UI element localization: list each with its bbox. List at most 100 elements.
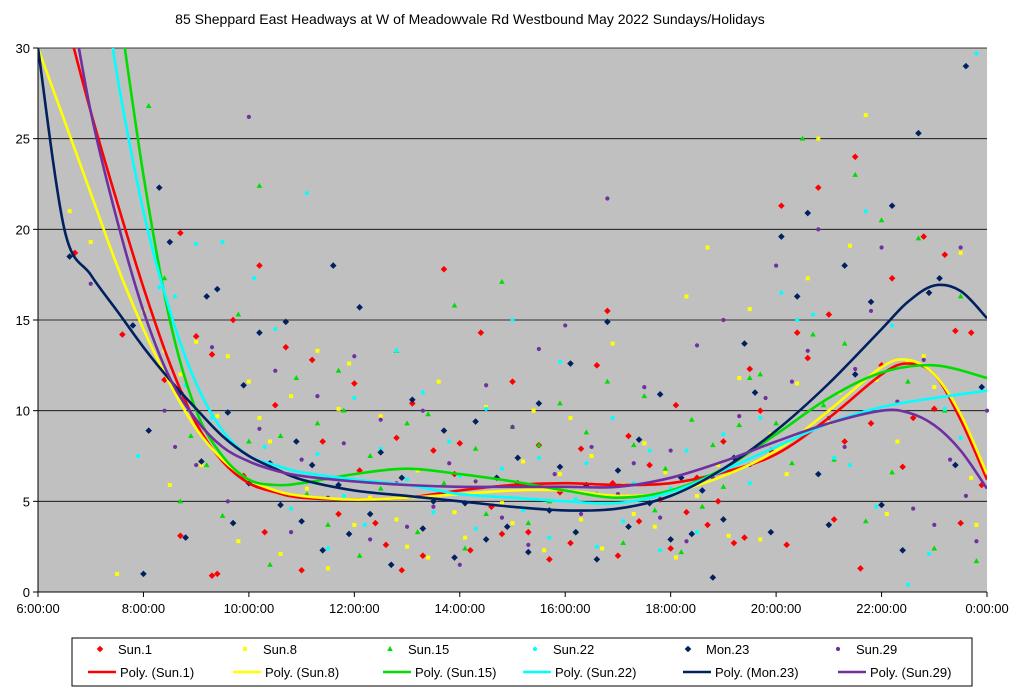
point-sun-1 [498, 530, 506, 538]
point-sun-8 [695, 493, 700, 498]
point-sun-1 [382, 541, 390, 549]
point-sun-15 [414, 529, 421, 535]
point-sun-1 [814, 184, 822, 191]
point-sun-29 [368, 537, 373, 542]
trendline-poly-sun-8 [38, 48, 987, 501]
point-sun-8 [115, 571, 120, 576]
point-sun-29 [805, 348, 810, 353]
point-sun-1 [177, 532, 184, 540]
point-sun-8 [568, 415, 573, 420]
x-tick-label: 14:00:00 [434, 601, 485, 616]
point-sun-1 [672, 401, 680, 409]
point-sun-29 [763, 395, 768, 401]
point-sun-15 [367, 453, 373, 458]
point-sun-22 [594, 544, 599, 549]
point-sun-1 [477, 329, 485, 336]
point-sun-15 [757, 371, 764, 377]
y-tick-label: 25 [16, 132, 30, 147]
point-sun-29 [842, 444, 847, 450]
point-sun-8 [969, 475, 974, 480]
point-sun-8 [225, 354, 230, 359]
point-mon-23 [419, 525, 427, 532]
point-sun-22 [874, 504, 879, 509]
point-sun-22 [647, 448, 652, 453]
point-sun-22 [136, 453, 141, 459]
point-sun-29 [536, 346, 541, 352]
point-sun-22 [658, 548, 663, 553]
point-sun-22 [194, 241, 199, 246]
point-mon-23 [720, 516, 727, 523]
point-mon-23 [182, 534, 189, 541]
point-sun-1 [851, 153, 859, 161]
point-sun-22 [974, 51, 979, 56]
point-sun-29 [921, 357, 926, 362]
point-sun-22 [484, 406, 489, 411]
point-sun-8 [747, 307, 752, 312]
legend-label-sun-29: Sun.29 [856, 642, 897, 657]
point-sun-29 [816, 227, 821, 232]
point-mon-23 [451, 554, 458, 561]
point-sun-29 [352, 354, 357, 359]
point-mon-23 [472, 418, 479, 425]
x-tick-label: 12:00:00 [329, 601, 380, 616]
point-sun-29 [510, 424, 515, 430]
point-sun-29 [642, 384, 647, 390]
point-sun-22 [252, 276, 257, 281]
point-sun-22 [958, 435, 963, 440]
point-sun-8 [847, 243, 852, 248]
point-mon-23 [514, 454, 522, 462]
point-sun-15 [246, 438, 252, 444]
point-sun-1 [213, 570, 221, 578]
point-sun-1 [71, 249, 79, 257]
point-sun-15 [736, 422, 743, 428]
point-sun-22 [447, 439, 452, 444]
point-sun-22 [431, 510, 436, 515]
point-sun-8 [542, 548, 547, 553]
point-sun-8 [795, 381, 800, 386]
point-sun-8 [557, 472, 562, 477]
y-tick-label: 15 [16, 313, 30, 328]
point-sun-15 [256, 182, 263, 188]
point-mon-23 [667, 536, 674, 543]
point-sun-8 [905, 359, 910, 364]
x-tick-label: 8:00:00 [122, 601, 165, 616]
x-tick-label: 16:00:00 [540, 601, 591, 616]
point-sun-29 [447, 461, 452, 466]
series-sun-15 [145, 103, 980, 567]
point-sun-8 [289, 394, 294, 399]
point-sun-29 [315, 394, 320, 399]
point-sun-22 [304, 190, 309, 196]
point-sun-1 [793, 329, 801, 336]
point-sun-8 [579, 517, 584, 522]
point-sun-29 [431, 504, 436, 509]
legend-label-poly-sun-1: Poly. (Sun.1) [120, 665, 194, 680]
point-sun-8 [368, 495, 373, 500]
point-sun-29 [341, 441, 346, 446]
point-sun-1 [509, 378, 516, 385]
point-sun-8 [304, 486, 309, 491]
point-sun-22 [362, 522, 367, 528]
point-sun-8 [452, 510, 457, 515]
point-sun-29 [299, 457, 304, 462]
point-sun-1 [646, 461, 653, 469]
trendline-poly-sun-29 [77, 48, 987, 490]
point-sun-1 [335, 510, 342, 518]
point-sun-15 [499, 278, 505, 284]
point-sun-1 [119, 331, 126, 338]
point-sun-22 [172, 294, 178, 299]
point-sun-1 [208, 351, 216, 358]
point-sun-1 [704, 521, 711, 529]
point-mon-23 [656, 391, 664, 398]
point-sun-29 [209, 345, 215, 350]
point-sun-22 [573, 497, 578, 502]
point-mon-23 [978, 383, 986, 391]
y-tick-label: 5 [23, 494, 30, 509]
point-sun-29 [457, 562, 462, 567]
point-mon-23 [319, 546, 326, 554]
point-mon-23 [345, 530, 353, 538]
point-sun-1 [804, 354, 812, 362]
point-sun-8 [521, 459, 526, 464]
point-sun-29 [162, 408, 167, 413]
point-sun-22 [758, 415, 763, 421]
point-sun-8 [737, 376, 742, 381]
